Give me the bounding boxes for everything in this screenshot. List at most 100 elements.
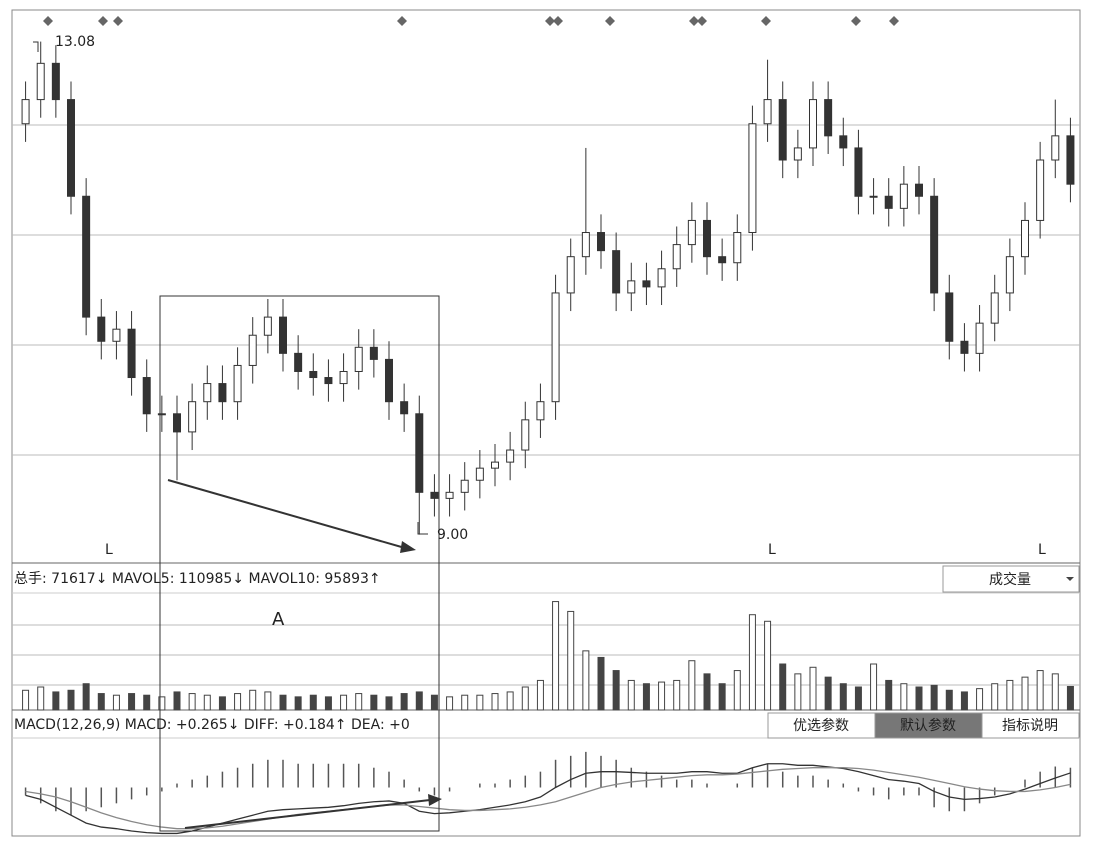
volume-bar — [234, 693, 242, 711]
volume-bar — [1021, 676, 1029, 711]
indicator-select[interactable] — [942, 565, 1080, 593]
volume-bar — [960, 691, 968, 711]
volume-bar — [430, 694, 438, 711]
volume-bar — [279, 694, 287, 711]
candle-body — [551, 292, 560, 403]
volume-bar — [1036, 670, 1044, 711]
candle-body — [97, 316, 106, 342]
macd-header: MACD(12,26,9) MACD: +0.265↓ DIFF: +0.184… — [14, 717, 410, 733]
candle-body — [612, 250, 621, 294]
volume-bar — [370, 694, 378, 711]
candle-body — [309, 370, 318, 379]
candle-body — [1021, 219, 1029, 258]
candle-body — [763, 99, 772, 125]
select-label[interactable]: 成交量 — [989, 571, 1031, 588]
candle-body — [173, 413, 181, 433]
candle-body — [203, 383, 212, 403]
candle-body — [672, 244, 681, 270]
candle-body — [642, 280, 651, 288]
candle-body — [703, 219, 711, 258]
volume-bar — [82, 683, 90, 711]
candle-body — [430, 491, 439, 499]
candle-body — [748, 123, 757, 234]
candle-body — [915, 183, 923, 197]
frame — [11, 9, 1081, 837]
button-label[interactable]: 优选参数 — [793, 717, 849, 734]
candle-body — [233, 364, 242, 403]
candle-body — [687, 219, 696, 246]
volume-bar — [870, 663, 878, 711]
candle-body — [415, 413, 424, 493]
volume-bar — [67, 689, 75, 711]
candle-body — [521, 419, 530, 451]
candle-body — [491, 461, 499, 469]
macd-panel — [24, 751, 1072, 835]
button-label[interactable]: 指标说明 — [1002, 718, 1058, 734]
volume-bar — [461, 694, 469, 711]
volume-bar — [718, 683, 726, 711]
candle-body — [67, 99, 75, 197]
candle-body — [218, 383, 227, 403]
candle-body — [718, 256, 727, 264]
candle-body — [1005, 256, 1014, 294]
volume-bar — [249, 689, 257, 711]
candle-body — [778, 99, 787, 161]
volume-bar — [824, 676, 832, 711]
volume-bar — [991, 683, 999, 711]
candle-body — [824, 99, 833, 137]
candle-body — [82, 195, 91, 318]
button[interactable] — [767, 712, 876, 739]
candle-body — [339, 370, 348, 385]
volume-bar — [446, 696, 454, 711]
candle-body — [839, 135, 848, 149]
candle-body — [793, 147, 802, 161]
candle-body — [369, 346, 378, 360]
button[interactable] — [981, 712, 1080, 739]
candle-body — [597, 232, 605, 252]
candle-body — [157, 413, 166, 416]
volume-bar — [567, 610, 575, 711]
marker-label: L — [1038, 542, 1046, 558]
button-label[interactable]: 默认参数 — [900, 717, 956, 734]
high-label: 13.08 — [55, 34, 95, 50]
volume-bar — [294, 696, 302, 711]
button[interactable] — [874, 712, 983, 739]
volume-bar — [188, 693, 196, 711]
volume-bar — [809, 666, 817, 711]
candle-body — [733, 232, 742, 264]
candle-body — [460, 479, 469, 493]
volume-bar — [915, 686, 923, 711]
candle-body — [1066, 135, 1075, 185]
select-caret — [1066, 577, 1074, 581]
candle-body — [869, 195, 878, 198]
low-label: 9.00 — [437, 527, 468, 543]
candle-body — [294, 352, 303, 372]
candle-body — [536, 401, 545, 421]
volume-bar — [22, 689, 30, 711]
candle-body — [400, 401, 409, 415]
volume-bar — [264, 691, 272, 711]
volume-bar — [203, 694, 211, 711]
region-label: A — [272, 609, 285, 630]
volume-bar — [158, 696, 166, 711]
volume-bar — [112, 694, 120, 711]
candle-body — [506, 449, 515, 463]
dea-line — [25, 767, 1071, 830]
candle-body — [566, 256, 575, 294]
volume-bar — [900, 683, 908, 711]
volume-bar — [612, 670, 620, 711]
candle-body — [854, 147, 863, 197]
volume-bar — [642, 683, 650, 711]
candle-body — [385, 358, 393, 403]
volume-bar — [476, 694, 484, 711]
volume-bar — [779, 663, 787, 711]
trend-arrow — [184, 799, 431, 829]
volume-bar — [324, 696, 332, 711]
volume-bar — [415, 691, 423, 711]
candle-body — [263, 316, 272, 336]
volume-bar — [536, 679, 544, 711]
candle-body — [809, 99, 817, 149]
volume-bar — [1006, 679, 1014, 711]
candle-body — [445, 491, 454, 499]
